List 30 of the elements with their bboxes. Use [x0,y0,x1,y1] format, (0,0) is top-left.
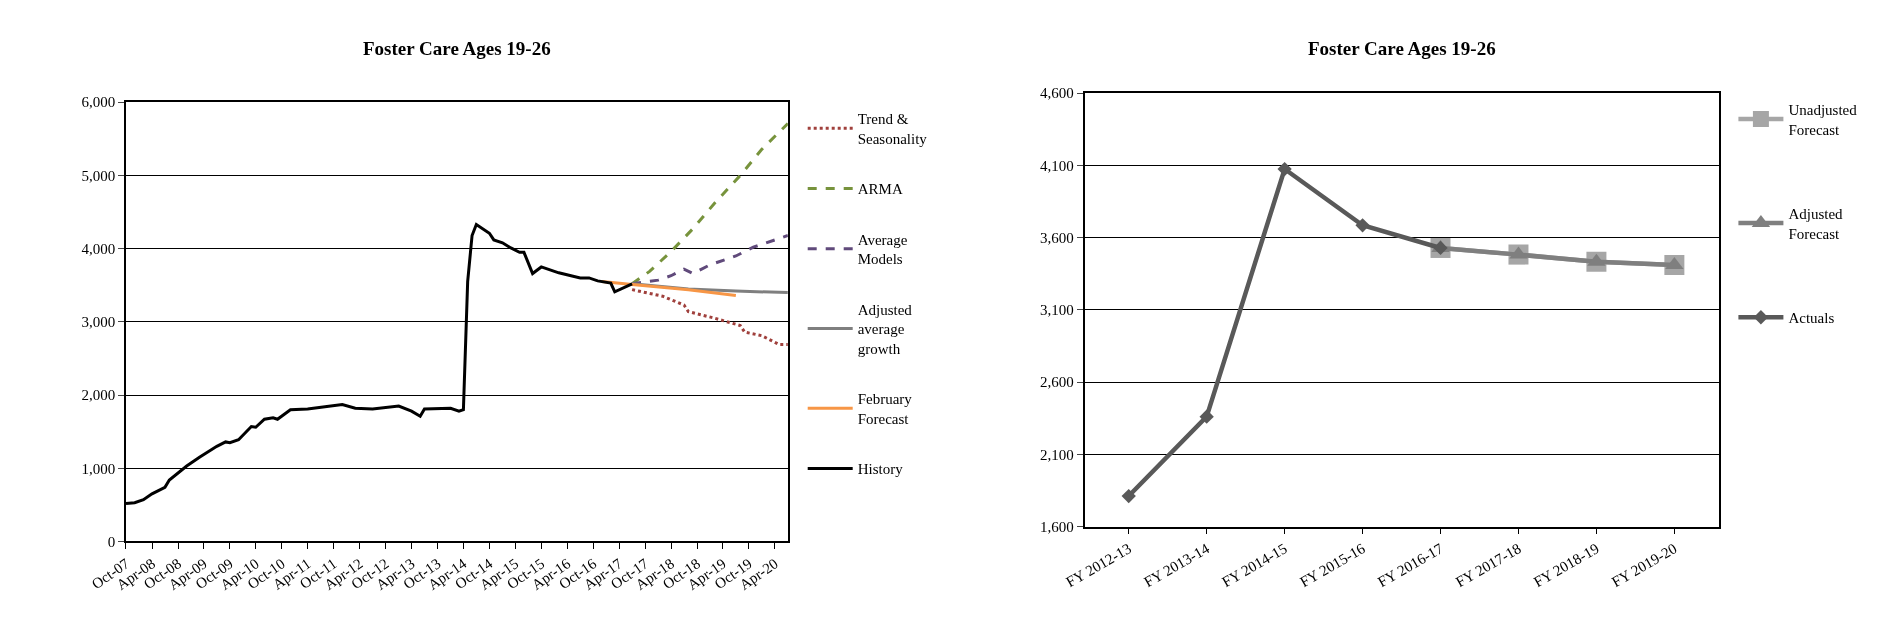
legend-label: History [857,461,904,478]
point [1199,409,1214,424]
y-tick-label: 4,600 [1040,85,1074,102]
legend-label: Trend & Seasonality [857,111,928,147]
point [1355,218,1370,233]
line-series [630,288,788,347]
y-tick-label: 3,600 [1040,229,1074,246]
y-tick-label: 3,100 [1040,302,1074,319]
legend-label: Adjusted average growth [857,301,913,357]
y-tick-label: 2,100 [1040,446,1074,463]
chart-title: Foster Care Ages 19-26 [1308,38,1496,59]
y-tick-label: 1,000 [81,460,116,477]
legend-label: Adjusted Forecast [1788,206,1844,242]
chart-title: Foster Care Ages 19-26 [363,38,551,59]
point [1277,161,1292,177]
legend-label: Average Models [857,231,908,268]
legend-label: February Forecast [857,391,913,427]
y-tick-label: 5,000 [81,167,116,184]
y-tick-label: 6,000 [81,94,116,111]
y-tick-label: 4,100 [1040,157,1074,174]
legend-label: ARMA [857,181,903,198]
y-tick-label: 2,000 [81,387,116,404]
y-tick-label: 4,000 [81,240,116,257]
y-tick-label: 1,600 [1040,518,1074,535]
y-tick-label: 0 [107,533,116,550]
y-tick-label: 2,600 [1040,374,1074,391]
y-tick-label: 3,000 [81,314,116,331]
legend-label: Unadjusted Forecast [1788,102,1858,138]
point [1121,488,1136,504]
legend-label: Actuals [1788,310,1835,327]
